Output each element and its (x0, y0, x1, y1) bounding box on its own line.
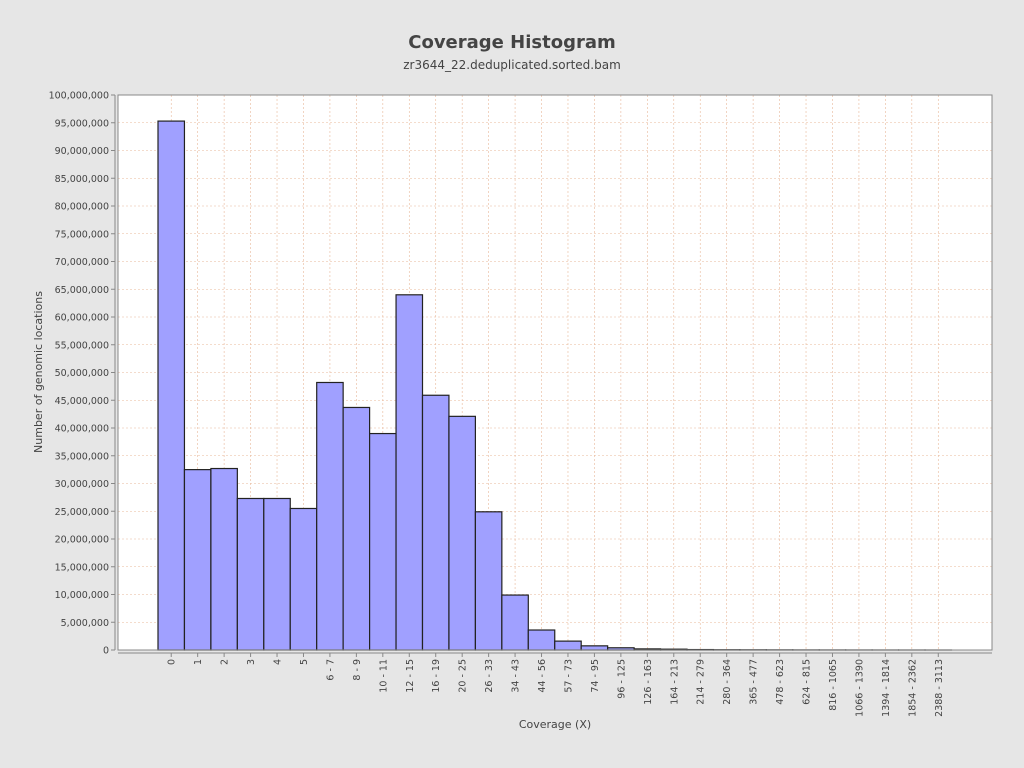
x-tick-label: 126 - 163 (643, 659, 654, 705)
bar-3 (236, 497, 265, 651)
y-tick-label: 60,000,000 (55, 313, 109, 324)
y-tick-label: 40,000,000 (55, 424, 109, 435)
y-tick-label: 85,000,000 (55, 174, 109, 185)
x-tick-label: 0 (167, 659, 178, 665)
x-tick-label: 74 - 95 (590, 659, 601, 693)
bar-16-19 (421, 394, 450, 651)
bar-5 (289, 507, 318, 651)
y-tick-label: 20,000,000 (55, 535, 109, 546)
bar-1 (183, 469, 212, 651)
y-tick-label: 45,000,000 (55, 396, 109, 407)
x-tick-label: 6 - 7 (325, 659, 336, 681)
x-axis-label: Coverage (X) (519, 718, 591, 731)
y-tick-label: 70,000,000 (55, 257, 109, 268)
x-tick-label: 365 - 477 (749, 659, 760, 705)
y-axis-label: Number of genomic locations (32, 291, 45, 453)
x-tick-label: 3 (246, 659, 257, 665)
y-tick-label: 100,000,000 (49, 91, 109, 102)
x-tick-label: 214 - 279 (696, 659, 707, 705)
y-tick-label: 90,000,000 (55, 146, 109, 157)
y-tick-label: 35,000,000 (55, 451, 109, 462)
x-tick-label: 26 - 33 (484, 659, 495, 693)
x-tick-label: 1 (193, 659, 204, 665)
x-tick-label: 4 (273, 659, 284, 665)
x-tick-label: 44 - 56 (537, 659, 548, 693)
x-tick-label: 34 - 43 (511, 659, 522, 693)
x-tick-label: 2 (220, 659, 231, 665)
x-tick-label: 1394 - 1814 (881, 659, 892, 717)
x-tick-label: 12 - 15 (405, 659, 416, 693)
y-tick-label: 75,000,000 (55, 229, 109, 240)
x-tick-labels: 0 1 2 3 4 5 6 - 7 8 - 9 10 - 11 12 - 15 16 - 19 20 … (167, 653, 945, 717)
x-tick-label: 1854 - 2362 (907, 659, 918, 717)
y-tick-label: 0 (103, 646, 109, 657)
y-tick-label: 80,000,000 (55, 202, 109, 213)
chart-title: Coverage Histogram (408, 32, 615, 53)
y-tick-label: 5,000,000 (61, 618, 109, 629)
x-tick-label: 478 - 623 (775, 659, 786, 705)
bar-0 (157, 120, 186, 651)
bar-57-73 (554, 640, 582, 651)
y-tick-label: 50,000,000 (55, 368, 109, 379)
x-tick-label: 96 - 125 (616, 659, 627, 699)
x-tick-label: 2388 - 3113 (934, 659, 945, 717)
bar-4 (263, 497, 291, 651)
y-tick-label: 65,000,000 (55, 285, 109, 296)
x-tick-label: 1066 - 1390 (854, 659, 865, 717)
x-tick-label: 5 (299, 659, 310, 665)
y-tick-label: 25,000,000 (55, 507, 109, 518)
bar-44-56 (527, 629, 556, 651)
y-tick-label: 55,000,000 (55, 340, 109, 351)
y-tick-label: 30,000,000 (55, 479, 109, 490)
x-tick-label: 624 - 815 (802, 659, 813, 705)
bar-6-7 (316, 381, 344, 651)
x-tick-label: 10 - 11 (378, 659, 389, 693)
bar-26-33 (474, 511, 503, 651)
plot-frame (117, 94, 993, 651)
bar-8-9 (342, 406, 371, 651)
bar-20-25 (448, 415, 477, 651)
bar-34-43 (501, 594, 529, 651)
bar-10-11 (369, 432, 397, 651)
bar-74-95 (580, 645, 609, 651)
y-tick-labels: 0 5,000,000 10,000,000 15,000,000 20,000,000… (49, 91, 115, 657)
y-tick-label: 95,000,000 (55, 118, 109, 129)
x-tick-label: 20 - 25 (458, 659, 469, 693)
bar-2 (210, 467, 238, 651)
x-tick-label: 164 - 213 (669, 659, 680, 705)
y-tick-label: 10,000,000 (55, 590, 109, 601)
y-tick-label: 15,000,000 (55, 562, 109, 573)
x-tick-label: 16 - 19 (431, 659, 442, 693)
x-tick-label: 816 - 1065 (828, 659, 839, 711)
bars (157, 120, 953, 651)
x-tick-label: 8 - 9 (352, 659, 363, 681)
x-tick-label: 57 - 73 (563, 659, 574, 693)
bar-12-15 (395, 294, 424, 651)
chart-subtitle: zr3644_22.deduplicated.sorted.bam (403, 58, 621, 72)
x-tick-label: 280 - 364 (722, 659, 733, 705)
